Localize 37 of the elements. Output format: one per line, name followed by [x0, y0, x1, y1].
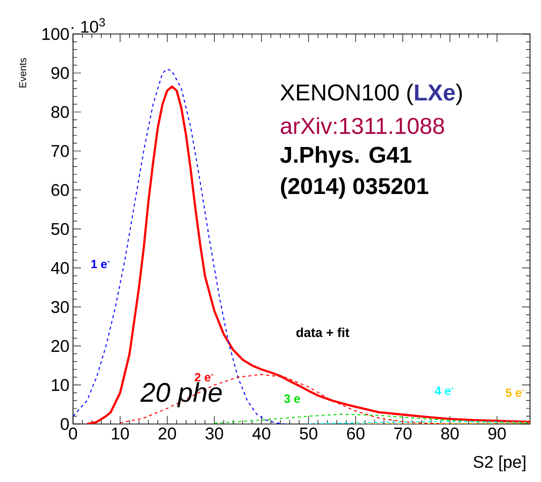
y-tick-label: 90: [51, 66, 69, 79]
x-tick-label: 20: [158, 428, 176, 440]
y-tick-label: 40: [51, 262, 69, 274]
series-label: 2 e$^{-}$: [194, 372, 214, 382]
text: 5 e$^{-}$: [506, 388, 524, 397]
y-tick-label: 30: [51, 300, 69, 313]
annotation: data + fit: [296, 328, 350, 338]
line-series: [86, 86, 530, 424]
line-series: [214, 414, 530, 424]
series-label: 3 e: [284, 394, 300, 403]
x-tick-label: 40: [252, 428, 270, 440]
text: 4 e$^{-}$: [434, 386, 454, 395]
y-axis-title: Events: [19, 58, 26, 88]
x-tick-label: 0: [68, 428, 78, 440]
y-tick-label: 20: [52, 340, 69, 352]
text: · 10$^{3}$: [72, 18, 105, 33]
annotation: 20 phe: [140, 382, 222, 408]
x-tick-label: 10: [112, 428, 129, 440]
x-tick-label: 50: [300, 428, 318, 440]
x-tick-label: 30: [206, 428, 224, 440]
y-tick-label: 50: [51, 222, 69, 235]
x-tick-label: 60: [347, 428, 364, 440]
y-tick-label: 80: [51, 106, 69, 118]
x-tick-label: 80: [441, 428, 459, 440]
y-tick-label: 60: [52, 184, 69, 196]
x-tick-label: 70: [394, 428, 412, 440]
annotation: XENON100 (LXe): [280, 84, 462, 106]
annotation: J.Phys. G41: [280, 146, 412, 168]
x-tick-label: 90: [488, 428, 506, 440]
x-axis-title: S2 [pe]: [474, 456, 526, 472]
y-tick-label: 10: [52, 378, 69, 391]
y-tick-label: 0: [60, 418, 69, 430]
annotation: (2014) 035201: [280, 177, 428, 199]
y-tick-label: 70: [52, 144, 69, 157]
series-label: 1 e$^{-}$: [91, 260, 110, 268]
y-tick-label: 100: [42, 28, 69, 40]
annotation: arXiv:1311.1088: [280, 117, 444, 134]
